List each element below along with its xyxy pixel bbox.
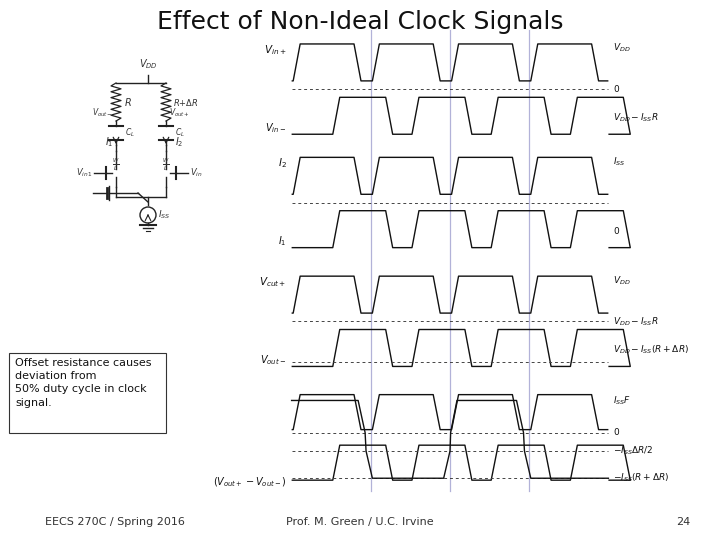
FancyBboxPatch shape [9,353,166,433]
Text: $-I_{SS}\Delta R/2$: $-I_{SS}\Delta R/2$ [613,445,654,457]
Text: $\frac{W}{L}$: $\frac{W}{L}$ [112,157,120,173]
Text: $V_{DD}$: $V_{DD}$ [613,42,631,55]
Text: $V_{in}$: $V_{in}$ [190,167,203,179]
Text: $V_{DD}-I_{SS}R$: $V_{DD}-I_{SS}R$ [613,315,659,328]
Text: $V_{DD}-I_{SS}(R+\Delta R)$: $V_{DD}-I_{SS}(R+\Delta R)$ [613,344,690,356]
Text: $V_{out-}$: $V_{out-}$ [92,106,113,119]
Text: $I_1$: $I_1$ [105,135,114,149]
Text: $V_{cut+}$: $V_{cut+}$ [259,275,287,289]
Text: 24: 24 [676,517,690,527]
Text: $-I_{SS}(R+\Delta R)$: $-I_{SS}(R+\Delta R)$ [613,472,670,484]
Text: $V_{DD}-I_{SS}R$: $V_{DD}-I_{SS}R$ [613,112,659,124]
Text: 0: 0 [613,85,619,93]
Text: $V_{out-}$: $V_{out-}$ [261,353,287,367]
Text: $V_{DD}$: $V_{DD}$ [613,274,631,287]
Text: $(V_{out+}-V_{out-})$: $(V_{out+}-V_{out-})$ [213,475,287,489]
Text: 0: 0 [613,428,619,437]
Text: $I_2$: $I_2$ [175,135,184,149]
Text: $V_{in1}$: $V_{in1}$ [76,167,92,179]
Text: EECS 270C / Spring 2016: EECS 270C / Spring 2016 [45,517,185,527]
Text: $I_{SS}F$: $I_{SS}F$ [613,394,631,407]
Text: $V_{out+}$: $V_{out+}$ [169,106,190,119]
Text: $I_2$: $I_2$ [278,157,287,171]
Text: $R{+}\Delta R$: $R{+}\Delta R$ [173,97,199,107]
Text: $I_1$: $I_1$ [278,234,287,248]
Text: $I_{SS}$: $I_{SS}$ [613,155,626,168]
Text: $C_L$: $C_L$ [175,127,185,139]
Text: $C_L$: $C_L$ [125,127,135,139]
Text: $V_{in+}$: $V_{in+}$ [264,43,287,57]
Text: Offset resistance causes
deviation from
50% duty cycle in clock
signal.: Offset resistance causes deviation from … [15,358,151,408]
Text: $V_{in-}$: $V_{in-}$ [266,121,287,135]
Text: $I_{SS}$: $I_{SS}$ [158,209,171,221]
Text: Prof. M. Green / U.C. Irvine: Prof. M. Green / U.C. Irvine [286,517,434,527]
Text: 0: 0 [613,227,619,236]
Text: $R$: $R$ [124,96,132,108]
Text: Effect of Non-Ideal Clock Signals: Effect of Non-Ideal Clock Signals [157,10,563,34]
Text: $V_{DD}$: $V_{DD}$ [138,57,158,71]
Text: $\frac{W}{L}$: $\frac{W}{L}$ [162,157,170,173]
